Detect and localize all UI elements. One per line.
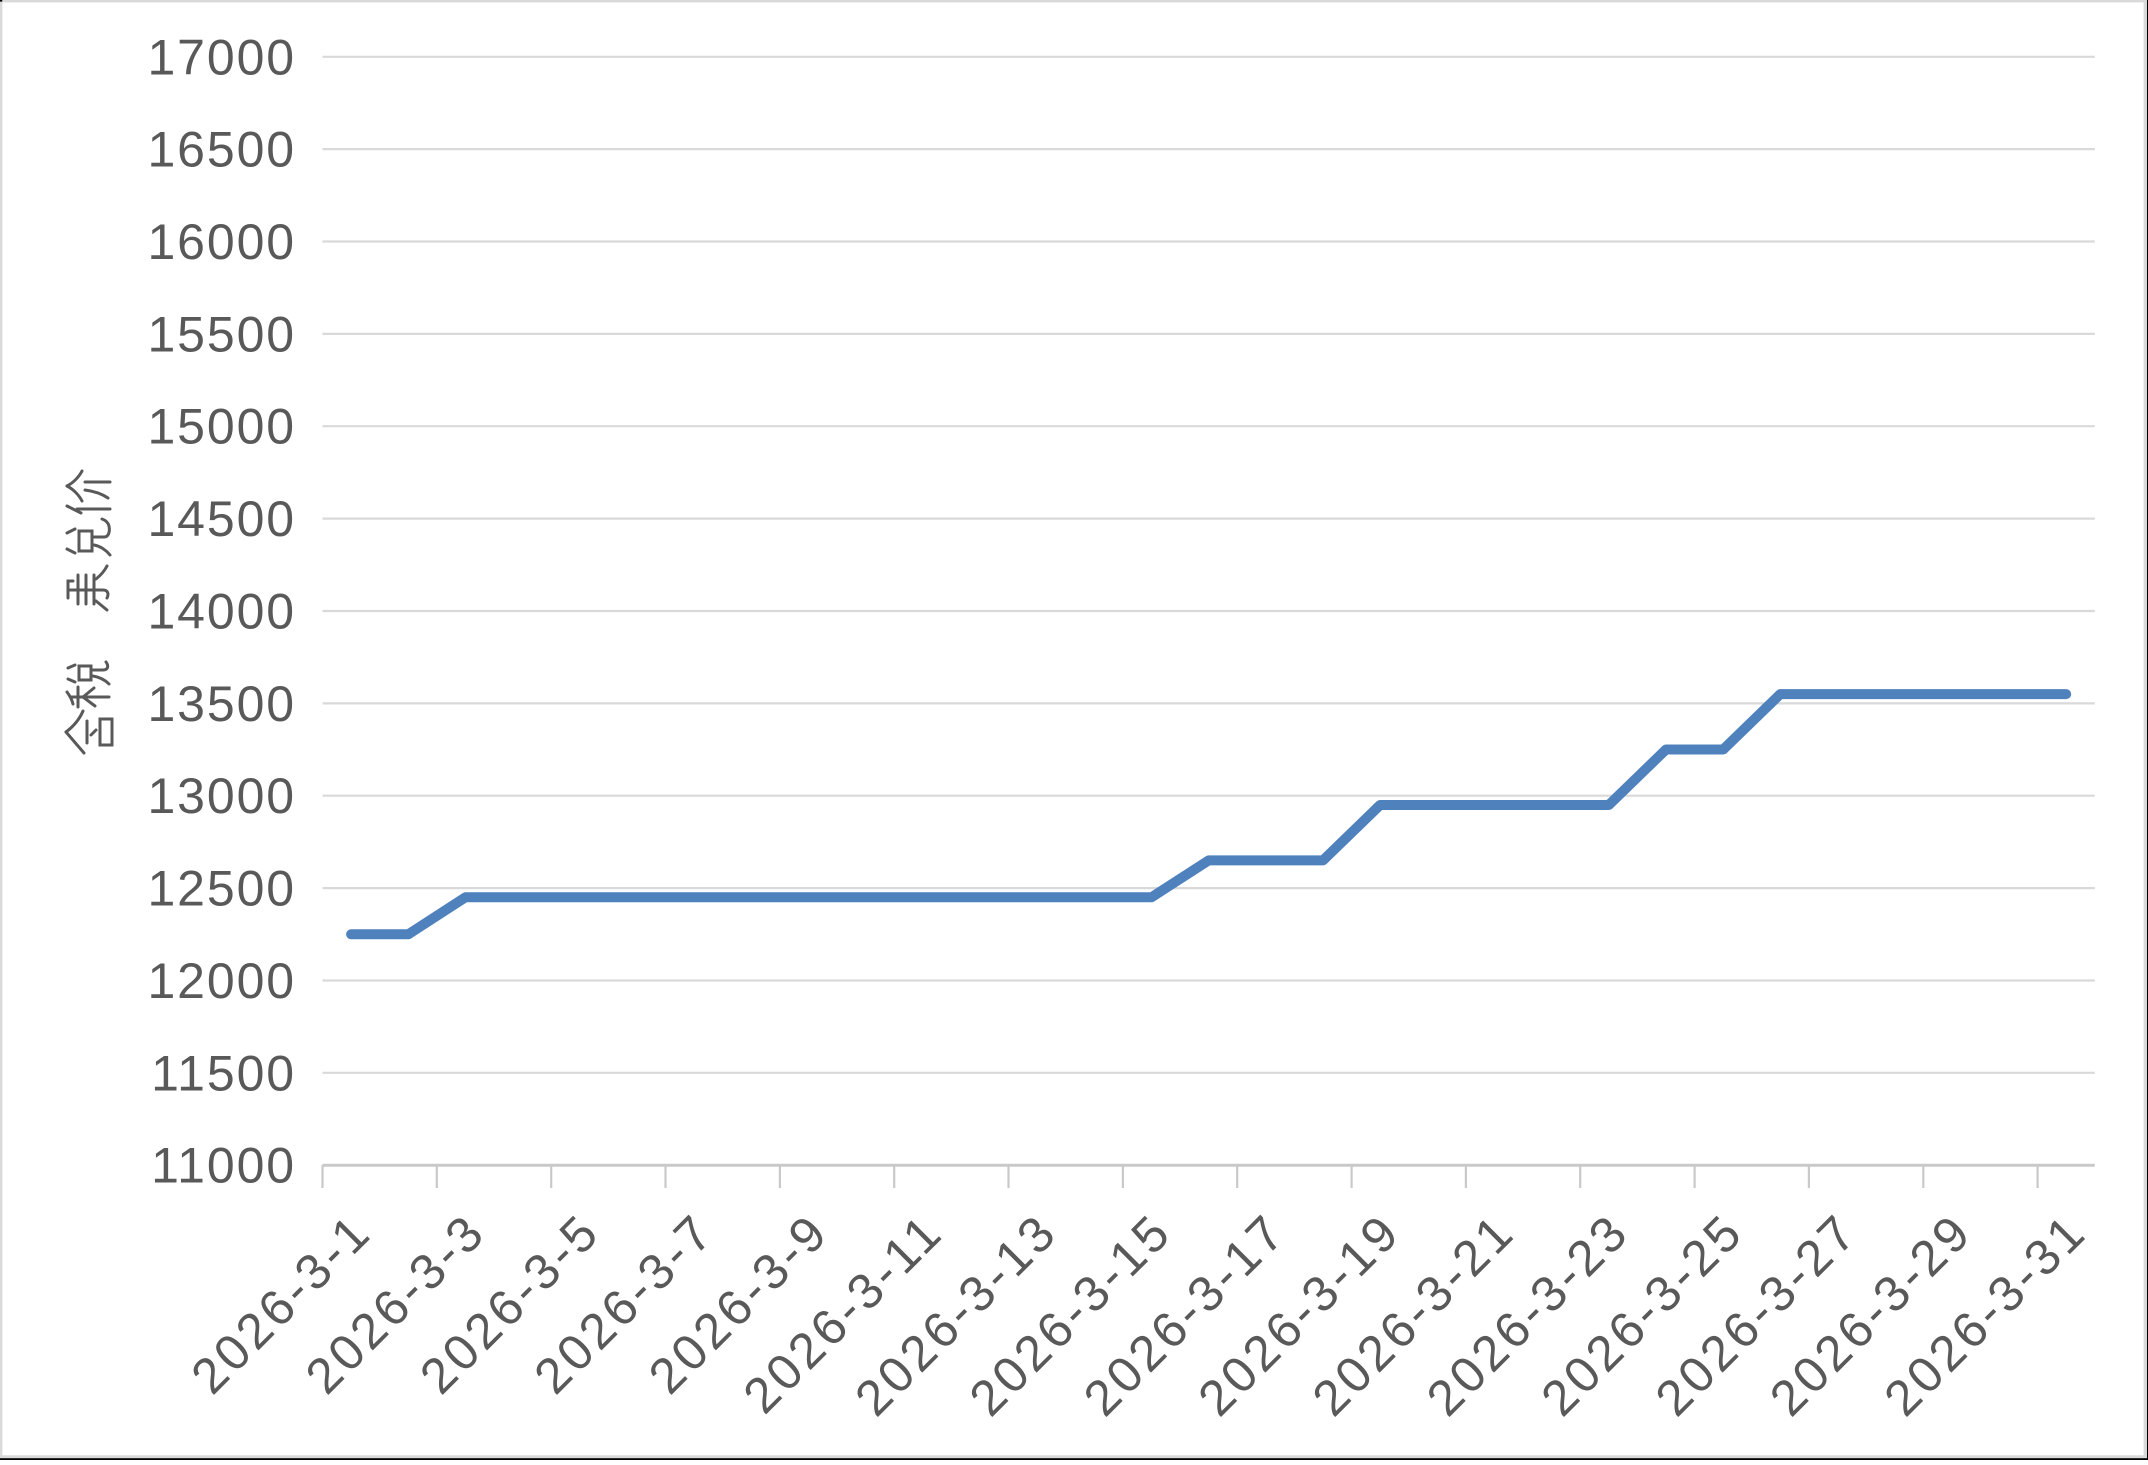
svg-text:12500: 12500: [147, 861, 296, 917]
svg-text:12000: 12000: [147, 953, 296, 1009]
svg-text:13000: 13000: [147, 768, 296, 824]
svg-text:16000: 16000: [147, 214, 296, 270]
svg-text:15000: 15000: [147, 399, 296, 455]
svg-text:17000: 17000: [147, 29, 296, 85]
svg-text:16500: 16500: [147, 122, 296, 178]
svg-text:13500: 13500: [147, 676, 296, 732]
svg-text:15500: 15500: [147, 306, 296, 362]
svg-text:14500: 14500: [147, 491, 296, 547]
svg-text:11000: 11000: [151, 1138, 296, 1194]
svg-text:11500: 11500: [151, 1045, 296, 1101]
svg-text:14000: 14000: [147, 584, 296, 640]
